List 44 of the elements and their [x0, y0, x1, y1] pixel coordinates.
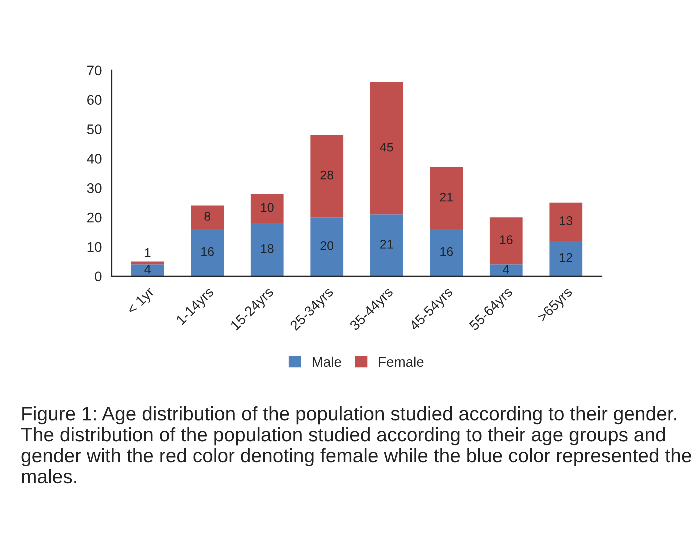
data-label: 12: [560, 253, 572, 262]
data-label: 21: [380, 240, 394, 249]
bar: [131, 264, 164, 276]
data-label: 16: [440, 247, 454, 256]
x-tick-label: < 1yr: [126, 286, 157, 317]
data-label: 16: [202, 247, 214, 256]
y-tick-label: 0: [95, 272, 102, 282]
data-label: 4: [144, 265, 151, 274]
bar: [550, 241, 583, 276]
bar: [490, 218, 523, 265]
bar: [370, 82, 404, 215]
data-label: 20: [320, 242, 334, 250]
bar: [550, 202, 583, 242]
y-tick-label: 10: [88, 242, 102, 252]
bar: [490, 264, 523, 276]
y-tick-label: 60: [88, 95, 102, 106]
y-tick-label: 70: [88, 66, 102, 76]
y-tick-label: 40: [87, 154, 102, 164]
data-label: 21: [440, 192, 453, 202]
bar: [131, 262, 164, 265]
bar: [370, 214, 404, 276]
data-label: 13: [560, 216, 573, 226]
bar: [191, 229, 224, 276]
bar: [430, 229, 464, 276]
data-label: 10: [261, 203, 274, 212]
data-label: 45: [380, 143, 394, 152]
y-tick-label: 20: [88, 212, 102, 223]
data-label: 28: [320, 170, 334, 180]
bar: [310, 135, 344, 218]
y-tick-label: 30: [87, 183, 102, 194]
data-label: 18: [261, 244, 274, 254]
bar: [250, 223, 284, 276]
bar: [250, 194, 284, 224]
data-label: 4: [503, 265, 510, 274]
bar: [430, 168, 464, 230]
caption: Figure 1: Age distribution of the population studied according to their gender. The distribution of the population studied according to their age groups and gender with the red color denoting female while the blue color represented the males.: [21, 406, 692, 484]
legend-label: Male: [312, 356, 342, 368]
y-tick-label: 50: [87, 124, 102, 134]
data-label: 16: [500, 236, 513, 244]
bar: [191, 206, 224, 230]
bar: [310, 218, 344, 276]
legend-label: Female: [379, 356, 424, 368]
data-label: 1: [145, 248, 151, 258]
data-label: 8: [204, 212, 211, 221]
